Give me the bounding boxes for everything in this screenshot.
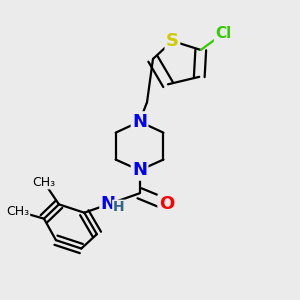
Text: N: N (132, 161, 147, 179)
Text: Cl: Cl (215, 26, 231, 41)
Text: N: N (101, 195, 116, 213)
Text: CH₃: CH₃ (7, 205, 30, 218)
Text: O: O (159, 195, 174, 213)
Text: S: S (166, 32, 179, 50)
Text: CH₃: CH₃ (32, 176, 56, 189)
Text: H: H (113, 200, 124, 214)
Text: N: N (132, 112, 147, 130)
